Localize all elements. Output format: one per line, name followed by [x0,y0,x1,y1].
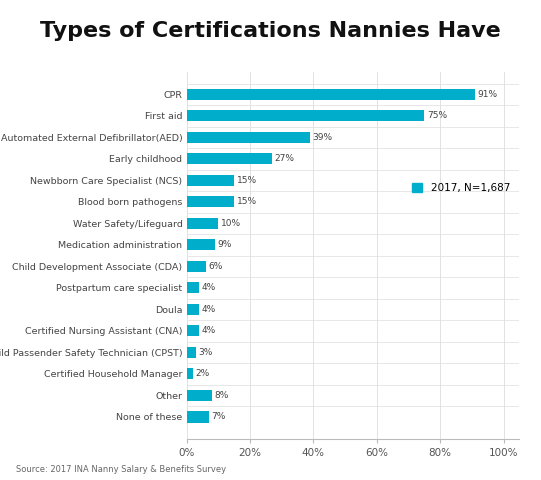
Text: 8%: 8% [215,391,229,400]
Bar [187,411,209,422]
Legend: 2017, N=1,687: 2017, N=1,687 [408,179,514,197]
Text: 9%: 9% [217,240,232,249]
Bar [187,304,199,315]
Text: 15%: 15% [237,176,257,185]
Text: Types of Certifications Nannies Have: Types of Certifications Nannies Have [40,21,501,41]
Text: 4%: 4% [202,283,216,292]
Text: 27%: 27% [275,154,295,163]
Text: 3%: 3% [199,348,213,357]
Text: 10%: 10% [221,219,241,228]
Bar [187,175,234,186]
Bar [187,218,219,229]
Text: 4%: 4% [202,326,216,336]
Bar [187,196,234,207]
Bar [187,153,272,165]
Text: 6%: 6% [208,262,222,271]
Text: 4%: 4% [202,305,216,314]
Text: 91%: 91% [478,90,498,99]
Text: Source: 2017 INA Nanny Salary & Benefits Survey: Source: 2017 INA Nanny Salary & Benefits… [16,465,226,474]
Bar [187,110,424,121]
Bar [187,282,199,293]
Bar [187,261,206,272]
Text: 39%: 39% [313,133,333,142]
Text: 15%: 15% [237,197,257,206]
Bar [187,347,196,358]
Bar [187,325,199,336]
Bar [187,89,475,100]
Bar [187,368,193,380]
Text: 75%: 75% [427,111,447,120]
Text: 2%: 2% [195,370,210,378]
Bar [187,132,310,143]
Text: 7%: 7% [212,412,226,421]
Bar [187,239,215,251]
Bar [187,390,212,401]
